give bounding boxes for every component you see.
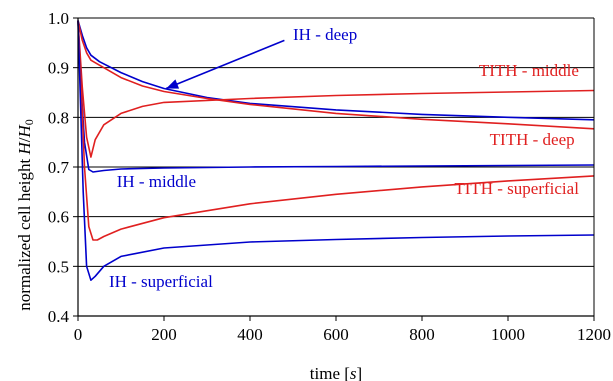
annotation-tith-deep: TITH - deep: [490, 130, 575, 149]
annotation-tith-superficial: TITH - superficial: [454, 179, 579, 198]
y-tick-label-4: 0.8: [48, 108, 69, 127]
x-axis-label: time [s]: [310, 364, 362, 381]
x-tick-label-6: 1200: [577, 325, 611, 344]
x-tick-label-3: 600: [323, 325, 349, 344]
y-axis-label: normalized cell height H/H0: [15, 119, 36, 311]
series-line-ih-middle: [77, 20, 595, 173]
annotation-arrow: [165, 39, 285, 90]
series-line-tith-deep: [77, 20, 595, 130]
tick-labels: 0 200 400 600 800 1000 1200 0.4 0.5 0.6 0.7 0.8 0.9 1…: [48, 9, 611, 344]
x-tick-label-1: 200: [151, 325, 177, 344]
series-line-tith-middle: [77, 20, 595, 158]
arrow-shaft: [165, 39, 285, 90]
y-tick-label-3: 0.7: [48, 158, 70, 177]
y-tick-label-5: 0.9: [48, 59, 69, 78]
annotation-ih-deep: IH - deep: [293, 25, 357, 44]
series-line-ih-superficial: [77, 20, 595, 282]
annotation-ih-middle: IH - middle: [117, 172, 196, 191]
series-lines: [77, 20, 595, 282]
y-tick-label-1: 0.5: [48, 257, 69, 276]
series-line-tith-superficial: [77, 20, 595, 241]
x-tick-label-5: 1000: [491, 325, 525, 344]
axes: [73, 17, 595, 321]
annotation-ih-superficial: IH - superficial: [109, 272, 213, 291]
arrow-head: [166, 79, 180, 89]
series-line-ih-deep: [77, 20, 595, 121]
y-tick-label-2: 0.6: [48, 208, 69, 227]
x-tick-label-0: 0: [74, 325, 83, 344]
annotation-tith-middle: TITH - middle: [479, 61, 579, 80]
series-annotations: IH - deep TITH - middle TITH - deep IH - mi…: [109, 25, 579, 291]
x-tick-label-4: 800: [409, 325, 435, 344]
y-tick-label-0: 0.4: [48, 307, 70, 326]
x-tick-label-2: 400: [237, 325, 263, 344]
y-tick-label-6: 1.0: [48, 9, 69, 28]
